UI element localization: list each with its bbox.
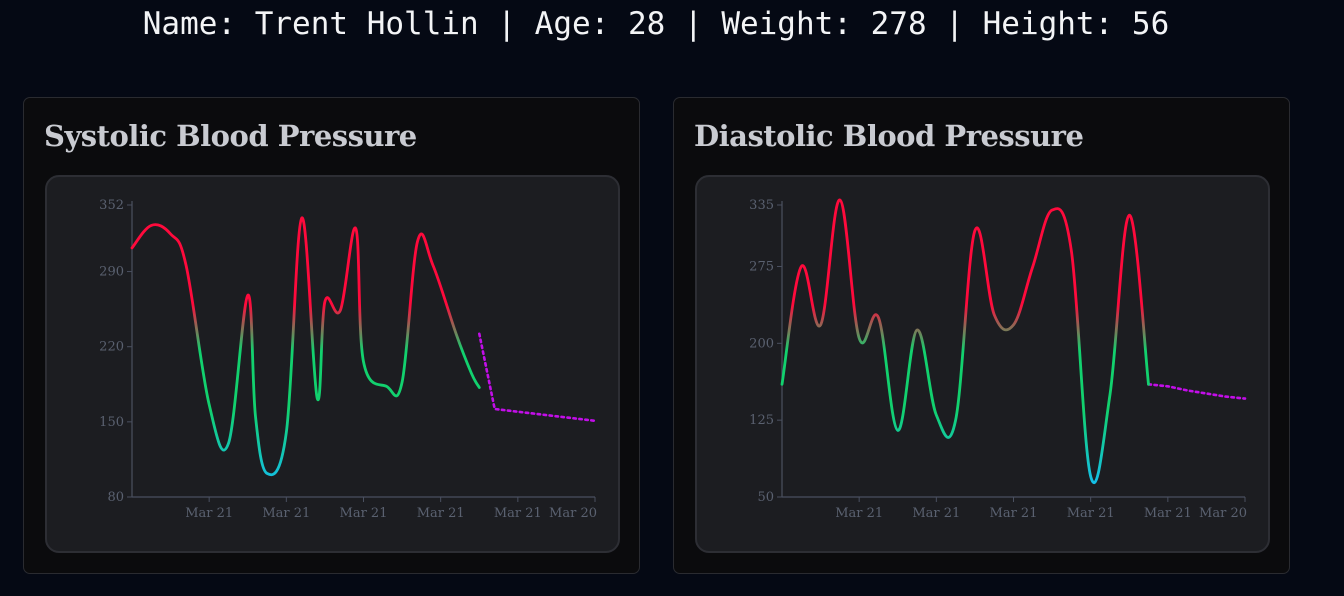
x-tick-label: Mar 21 <box>494 506 542 521</box>
series-line <box>130 216 481 477</box>
y-tick-label: 290 <box>99 265 124 280</box>
patient-info-header: Name: Trent Hollin | Age: 28 | Weight: 2… <box>142 6 1170 42</box>
systolic-title: Systolic Blood Pressure <box>44 119 417 153</box>
x-tick-label: Mar 21 <box>262 506 310 521</box>
series-line <box>780 198 1150 485</box>
x-tick-label: Mar 21 <box>340 506 388 521</box>
x-tick-label: Mar 21 <box>990 506 1038 521</box>
systolic-plot-area: 80 150 220 290 352 Mar 21 Mar 21 Mar 21 Mar 21 Ma… <box>45 175 620 553</box>
diastolic-plot-area: 50 125 200 275 335 Mar 21 Mar 21 Mar 21 Mar 21 Ma… <box>695 175 1270 553</box>
y-tick-label: 220 <box>99 340 124 355</box>
systolic-chart: 80 150 220 290 352 Mar 21 Mar 21 Mar 21 Mar 21 Ma… <box>99 198 597 521</box>
y-tick-label: 200 <box>749 336 774 351</box>
x-tick-label: Mar 20 <box>1199 506 1247 521</box>
diastolic-chart: 50 125 200 275 335 Mar 21 Mar 21 Mar 21 Mar 21 Ma… <box>749 198 1247 521</box>
y-tick-label: 335 <box>749 198 774 213</box>
x-tick-label: Mar 21 <box>1067 506 1115 521</box>
x-tick-label: Mar 21 <box>912 506 960 521</box>
forecast-line <box>478 332 597 423</box>
x-tick-label: Mar 21 <box>417 506 465 521</box>
y-tick-label: 150 <box>99 415 124 430</box>
x-tick-label: Mar 21 <box>185 506 233 521</box>
forecast-line <box>1147 383 1247 400</box>
y-tick-label: 275 <box>749 259 774 274</box>
y-tick-label: 80 <box>107 490 124 505</box>
systolic-card: Systolic Blood Pressure 80 150 220 290 352 Ma… <box>23 97 640 574</box>
y-tick-label: 352 <box>99 198 124 213</box>
x-tick-label: Mar 21 <box>1144 506 1192 521</box>
y-tick-label: 50 <box>757 490 774 505</box>
y-tick-label: 125 <box>749 413 774 428</box>
diastolic-title: Diastolic Blood Pressure <box>694 119 1084 153</box>
diastolic-card: Diastolic Blood Pressure 50 125 200 275 335 M… <box>673 97 1290 574</box>
x-tick-label: Mar 21 <box>835 506 883 521</box>
x-tick-label: Mar 20 <box>549 506 597 521</box>
